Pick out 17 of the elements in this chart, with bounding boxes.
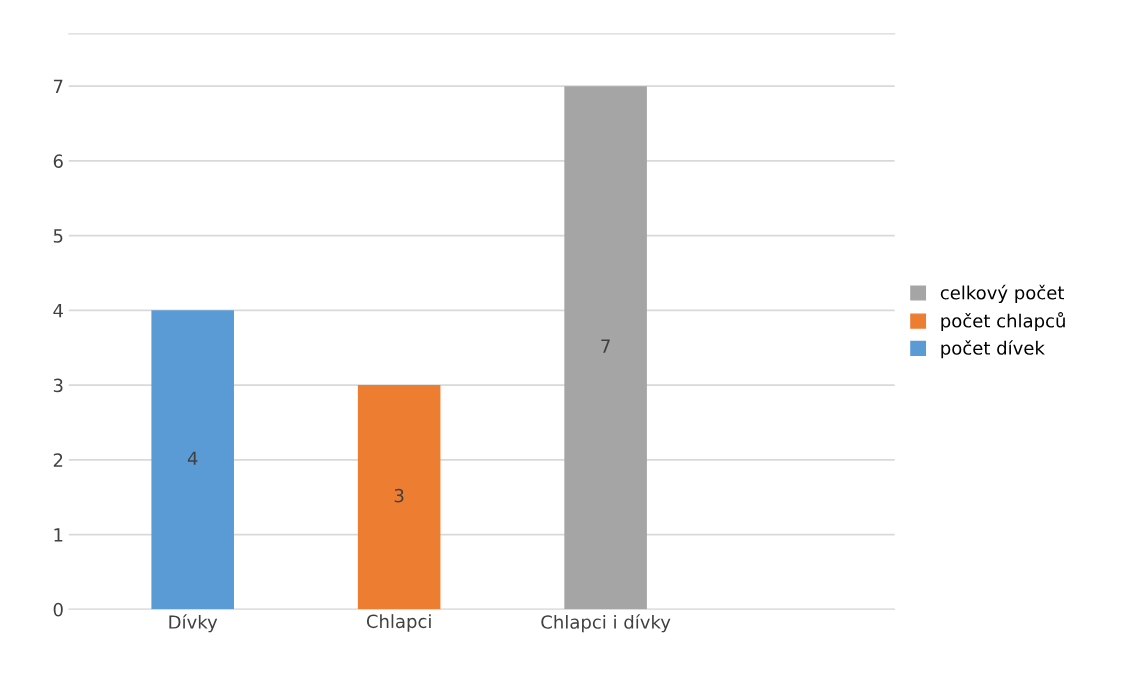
x-tick-label: Dívky (169, 614, 218, 633)
y-tick-label: 0 (53, 602, 63, 617)
x-tick-label: Chlapci i dívky (541, 614, 671, 633)
data-label: 4 (187, 451, 198, 465)
x-tick-label: Chlapci (366, 614, 431, 632)
legend-label: celkový počet (940, 284, 1064, 304)
y-tick-label: 7 (53, 79, 63, 94)
y-tick-label: 4 (53, 304, 63, 318)
legend-label: počet dívek (941, 340, 1045, 359)
y-tick-label: 2 (53, 453, 63, 467)
y-tick-label: 6 (53, 154, 63, 169)
y-tick-label: 3 (53, 378, 63, 393)
data-label: 7 (601, 339, 610, 353)
y-tick-label: 5 (53, 229, 63, 243)
legend-label: počet chlapců (941, 312, 1065, 332)
data-label: 3 (394, 488, 404, 503)
y-tick-label: 1 (54, 528, 63, 542)
